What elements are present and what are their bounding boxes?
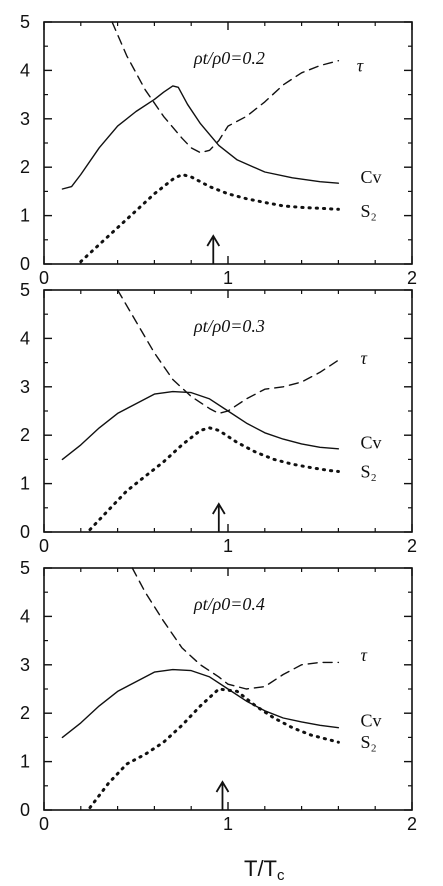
x-axis-label: T/Tc — [244, 856, 285, 884]
tc-arrow-head — [215, 780, 230, 793]
series-label: Cv — [360, 167, 381, 187]
x-tick-label: 2 — [407, 268, 417, 288]
y-tick-label: 4 — [20, 328, 30, 348]
series-line-dashed — [111, 21, 340, 154]
series-label: τ — [357, 56, 364, 76]
series-label: S₂ — [360, 732, 376, 752]
panel-title: ρt/ρ0=0.3 — [193, 316, 265, 336]
series-line-dotted — [88, 687, 340, 810]
y-tick-label: 1 — [20, 752, 30, 772]
series-label: τ — [360, 348, 367, 368]
y-tick-label: 2 — [20, 425, 30, 445]
x-axis-label-main: T/T — [244, 856, 277, 881]
y-tick-label: 2 — [20, 157, 30, 177]
y-tick-label: 0 — [20, 254, 30, 274]
y-tick-label: 4 — [20, 60, 30, 80]
panel-title: ρt/ρ0=0.4 — [193, 594, 265, 614]
y-tick-label: 0 — [20, 800, 30, 820]
x-tick-label: 1 — [223, 814, 233, 834]
y-tick-label: 1 — [20, 206, 30, 226]
series-label: Cv — [360, 710, 381, 730]
x-axis-label-subscript: c — [277, 867, 285, 884]
panel-title: ρt/ρ0=0.2 — [193, 48, 265, 68]
tc-arrow-head — [212, 502, 226, 515]
series-label: S₂ — [360, 462, 376, 482]
y-tick-label: 0 — [20, 522, 30, 542]
y-tick-label: 1 — [20, 474, 30, 494]
y-tick-label: 5 — [20, 12, 30, 32]
y-tick-label: 3 — [20, 109, 30, 129]
series-line-dotted — [88, 426, 340, 532]
series-line-dashed — [116, 289, 340, 415]
series-label: Cv — [360, 432, 381, 452]
series-line-dotted — [79, 173, 340, 264]
series-label: τ — [360, 645, 367, 665]
y-tick-label: 5 — [20, 280, 30, 300]
x-tick-label: 0 — [39, 536, 49, 556]
series-label: S₂ — [360, 201, 376, 221]
tc-arrow-head — [206, 234, 221, 247]
x-tick-label: 2 — [407, 536, 417, 556]
y-tick-label: 4 — [20, 606, 30, 626]
series-line-dashed — [131, 567, 340, 690]
panel-2: 0 1 2 3 4 5 0 1 2 τ Cv S₂ ρt/ρ0=0.3 — [20, 280, 417, 556]
x-tick-label: 2 — [407, 814, 417, 834]
y-tick-label: 2 — [20, 703, 30, 723]
y-tick-label: 3 — [20, 377, 30, 397]
y-tick-label: 5 — [20, 558, 30, 578]
x-tick-label: 0 — [39, 814, 49, 834]
x-tick-label: 0 — [39, 268, 49, 288]
panel-1: 0 1 2 3 4 5 0 1 2 τ Cv S₂ ρt/ρ0=0.2 — [20, 12, 417, 288]
y-tick-label: 3 — [20, 655, 30, 675]
x-tick-label: 1 — [223, 268, 233, 288]
series-line-solid — [61, 390, 340, 461]
series-line-solid — [61, 668, 340, 739]
x-tick-label: 1 — [223, 536, 233, 556]
series-line-solid — [61, 85, 340, 190]
